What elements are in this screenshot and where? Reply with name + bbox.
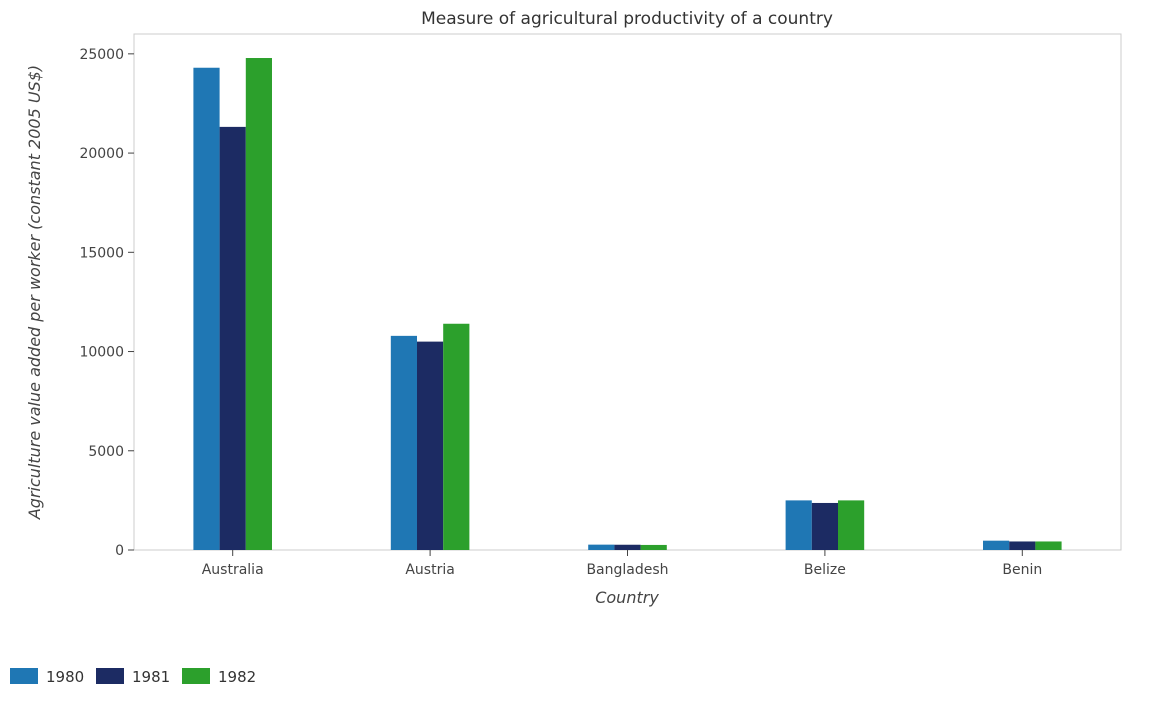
x-axis: Australia Austria Bangladesh Belize Benin bbox=[202, 550, 1042, 578]
legend: 1980 1981 1982 bbox=[10, 668, 256, 686]
bar-belize-1980 bbox=[785, 500, 812, 550]
y-axis: 0 5000 10000 15000 20000 25000 bbox=[79, 47, 134, 559]
bar-bangladesh-1982 bbox=[640, 544, 667, 550]
legend-swatch-1980 bbox=[10, 668, 38, 684]
bar-benin-1980 bbox=[983, 540, 1010, 550]
y-tick-label: 0 bbox=[115, 543, 124, 559]
bar-austria-1980 bbox=[390, 335, 418, 550]
bars-group bbox=[193, 58, 1062, 550]
y-axis-label: Agriculture value added per worker (cons… bbox=[25, 65, 44, 520]
x-tick-label: Australia bbox=[202, 562, 264, 578]
plot-area bbox=[133, 33, 1122, 551]
y-tick-label: 15000 bbox=[79, 245, 124, 261]
bar-austria-1981 bbox=[417, 341, 444, 550]
legend-label-1981: 1981 bbox=[132, 668, 170, 686]
legend-swatch-1981 bbox=[96, 668, 124, 684]
x-tick-label: Bangladesh bbox=[586, 562, 668, 578]
y-tick-label: 25000 bbox=[79, 47, 124, 63]
bar-australia-1982 bbox=[245, 58, 272, 550]
x-axis-label: Country bbox=[595, 588, 659, 607]
legend-swatch-1982 bbox=[182, 668, 210, 684]
bar-benin-1982 bbox=[1035, 541, 1062, 550]
bar-belize-1981 bbox=[811, 502, 838, 550]
bar-austria-1982 bbox=[443, 323, 470, 550]
chart-title: Measure of agricultural productivity of … bbox=[421, 9, 833, 29]
x-tick-label: Benin bbox=[1002, 562, 1042, 578]
bar-australia-1981 bbox=[219, 126, 246, 550]
bar-bangladesh-1980 bbox=[588, 544, 615, 550]
y-tick-label: 20000 bbox=[79, 146, 124, 162]
y-tick-label: 10000 bbox=[79, 345, 124, 361]
x-tick-label: Austria bbox=[405, 562, 454, 578]
bar-australia-1980 bbox=[193, 67, 220, 550]
legend-label-1982: 1982 bbox=[218, 668, 256, 686]
bar-bangladesh-1981 bbox=[614, 544, 641, 550]
bar-benin-1981 bbox=[1009, 541, 1036, 550]
x-tick-label: Belize bbox=[804, 562, 846, 578]
bar-belize-1982 bbox=[837, 500, 865, 550]
legend-label-1980: 1980 bbox=[46, 668, 84, 686]
y-tick-label: 5000 bbox=[88, 444, 124, 460]
